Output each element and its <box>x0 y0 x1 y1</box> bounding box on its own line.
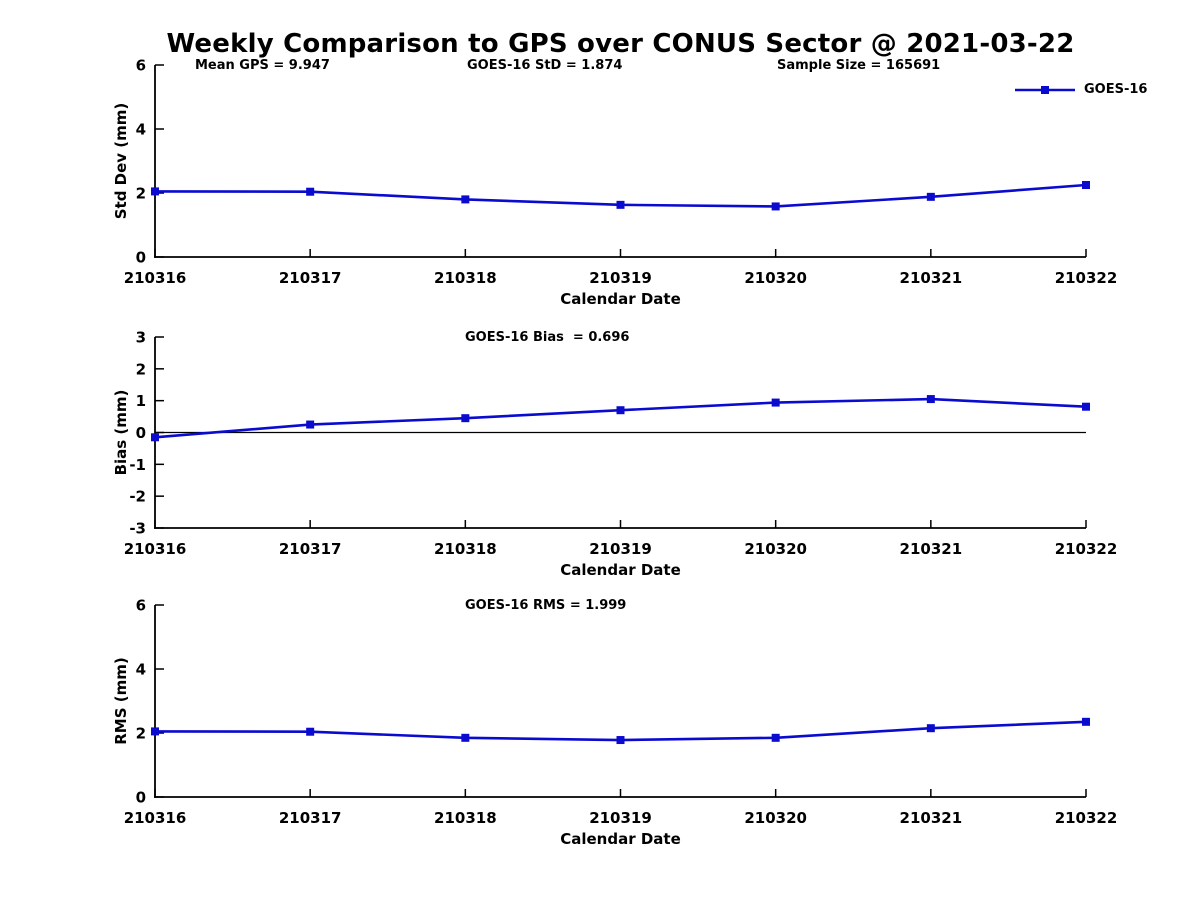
x-tick-label: 210317 <box>279 269 342 287</box>
annotation-goes16-std: GOES-16 StD = 1.874 <box>467 58 623 73</box>
x-tick-label: 210318 <box>434 809 497 827</box>
y-tick-label: 2 <box>136 360 146 378</box>
x-tick-label: 210321 <box>900 540 963 558</box>
y-tick-label: 1 <box>136 392 146 410</box>
data-point-marker <box>771 202 780 211</box>
y-tick-label: 3 <box>136 329 146 347</box>
figure-title: Weekly Comparison to GPS over CONUS Sect… <box>166 29 1075 59</box>
x-tick-label: 210319 <box>589 269 652 287</box>
chart-rms: 0 2 4 6 210316 210317 210318 210319 210320 210321… <box>112 597 1117 849</box>
x-tick-label: 210320 <box>744 540 807 558</box>
annotation-mean-gps: Mean GPS = 9.947 <box>195 58 330 73</box>
rms-subplot-title: GOES-16 RMS = 1.999 <box>465 598 627 613</box>
legend: GOES-16 <box>1015 82 1147 97</box>
data-point-marker <box>926 395 935 404</box>
y-tick-label: 4 <box>136 121 146 139</box>
y-tick-label: 0 <box>136 249 146 267</box>
y-tick-label: 0 <box>136 789 146 807</box>
legend-label: GOES-16 <box>1084 82 1148 97</box>
data-point-marker <box>771 733 780 742</box>
x-tick-label: 210318 <box>434 269 497 287</box>
series-line <box>154 397 1087 439</box>
x-tick-label: 210321 <box>900 809 963 827</box>
data-point-marker <box>771 398 780 407</box>
data-point-marker <box>1082 402 1090 411</box>
x-tick-label: 210319 <box>589 809 652 827</box>
data-point-marker <box>151 187 159 196</box>
data-point-marker <box>151 727 159 736</box>
data-point-marker <box>461 195 470 204</box>
data-point-marker <box>306 727 315 736</box>
data-point-marker <box>306 420 315 429</box>
x-tick-label: 210321 <box>900 269 963 287</box>
data-point-marker <box>926 724 935 733</box>
data-point-marker <box>616 736 625 745</box>
data-point-marker <box>1082 717 1090 726</box>
x-tick-label: 210317 <box>279 540 342 558</box>
x-tick-label: 210320 <box>744 269 807 287</box>
y-tick-label: 6 <box>136 597 146 615</box>
y-tick-label: 0 <box>136 424 146 442</box>
data-point-marker <box>461 414 470 423</box>
chart-std-dev: 0 2 4 6 210316 210317 210318 210319 210320 210321… <box>112 57 1117 309</box>
x-axis-label: Calendar Date <box>560 290 681 308</box>
y-axis-label: Bias (mm) <box>112 390 130 476</box>
data-point-marker <box>151 433 159 442</box>
y-axis-label: Std Dev (mm) <box>112 103 130 220</box>
annotation-sample-size: Sample Size = 165691 <box>777 58 941 73</box>
y-tick-label: 6 <box>136 57 146 75</box>
x-tick-label: 210316 <box>124 540 187 558</box>
y-tick-label: -3 <box>129 520 146 538</box>
y-tick-label: -2 <box>129 488 146 506</box>
x-tick-label: 210320 <box>744 809 807 827</box>
x-tick-label: 210317 <box>279 809 342 827</box>
data-point-marker <box>616 406 625 415</box>
x-tick-label: 210322 <box>1055 809 1118 827</box>
y-tick-label: 2 <box>136 185 146 203</box>
x-tick-label: 210318 <box>434 540 497 558</box>
data-point-marker <box>926 192 935 201</box>
bias-subplot-title: GOES-16 Bias = 0.696 <box>465 330 630 345</box>
x-tick-label: 210316 <box>124 809 187 827</box>
y-axis-label: RMS (mm) <box>112 657 130 744</box>
y-tick-label: 4 <box>136 661 146 679</box>
x-tick-label: 210316 <box>124 269 187 287</box>
data-point-marker <box>616 200 625 209</box>
data-point-marker <box>1082 181 1090 189</box>
chart-bias: -3 -2 -1 0 1 2 3 210316 210317 210318 210319 210320… <box>112 329 1117 580</box>
x-tick-label: 210322 <box>1055 540 1118 558</box>
legend-line-sample-icon <box>1015 85 1075 94</box>
x-tick-label: 210322 <box>1055 269 1118 287</box>
x-axis-label: Calendar Date <box>560 561 681 579</box>
y-tick-label: -1 <box>129 456 146 474</box>
y-tick-label: 2 <box>136 725 146 743</box>
x-tick-label: 210319 <box>589 540 652 558</box>
x-axis-label: Calendar Date <box>560 830 681 848</box>
data-point-marker <box>461 733 470 742</box>
data-point-marker <box>306 187 315 196</box>
